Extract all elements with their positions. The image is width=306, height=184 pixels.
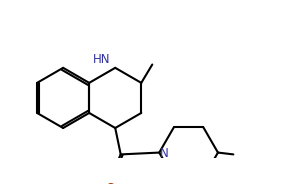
Text: N: N	[160, 147, 169, 160]
Text: HN: HN	[93, 53, 111, 66]
Text: O: O	[105, 182, 115, 184]
